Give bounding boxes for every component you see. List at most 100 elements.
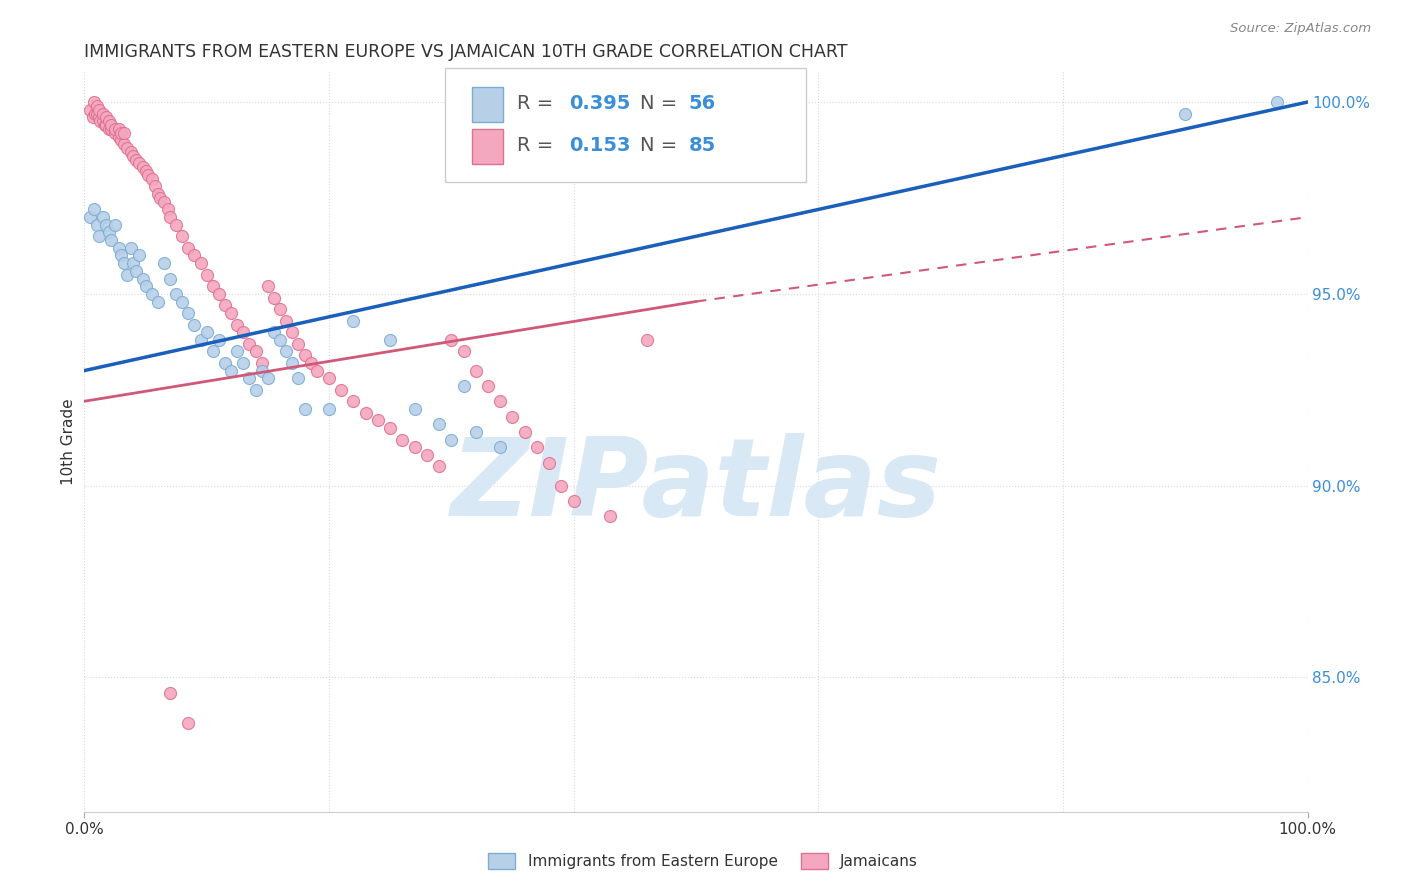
Point: [146, 294, 169, 309]
Point: [128, 156, 150, 170]
Point: [82, 111, 104, 125]
Point: [305, 363, 328, 377]
Y-axis label: 10th Grade: 10th Grade: [60, 398, 76, 485]
Point: [107, 122, 129, 136]
Text: 0.395: 0.395: [569, 94, 630, 112]
Point: [299, 356, 322, 370]
Point: [159, 210, 181, 224]
Point: [96, 218, 118, 232]
Point: [91, 106, 114, 120]
Point: [464, 363, 486, 377]
Point: [354, 406, 377, 420]
Point: [107, 241, 129, 255]
Point: [214, 298, 236, 312]
Point: [219, 306, 242, 320]
Point: [404, 440, 426, 454]
Text: IMMIGRANTS FROM EASTERN EUROPE VS JAMAICAN 10TH GRADE CORRELATION CHART: IMMIGRANTS FROM EASTERN EUROPE VS JAMAIC…: [84, 44, 848, 62]
Point: [100, 118, 122, 132]
Point: [330, 383, 353, 397]
Point: [165, 286, 187, 301]
Point: [104, 218, 127, 232]
Point: [391, 433, 413, 447]
Point: [120, 145, 142, 159]
Point: [84, 106, 107, 120]
Point: [269, 333, 291, 347]
Point: [132, 161, 155, 175]
Point: [294, 348, 316, 362]
Point: [110, 126, 132, 140]
Point: [96, 118, 118, 132]
Point: [287, 371, 309, 385]
Point: [94, 118, 117, 132]
Text: ZIPatlas: ZIPatlas: [450, 433, 942, 539]
Point: [342, 314, 364, 328]
Point: [263, 291, 285, 305]
Point: [97, 226, 120, 240]
Point: [1174, 106, 1197, 120]
FancyBboxPatch shape: [472, 87, 503, 121]
Point: [87, 229, 110, 244]
Point: [562, 494, 585, 508]
Point: [201, 279, 224, 293]
Point: [342, 394, 364, 409]
Point: [232, 356, 254, 370]
Point: [276, 314, 298, 328]
Point: [453, 379, 475, 393]
FancyBboxPatch shape: [472, 129, 503, 164]
Point: [550, 478, 572, 492]
Point: [318, 371, 340, 385]
Point: [96, 111, 118, 125]
Point: [112, 126, 135, 140]
Point: [112, 256, 135, 270]
Point: [538, 456, 561, 470]
Point: [83, 95, 105, 109]
Point: [502, 409, 524, 424]
Point: [112, 137, 135, 152]
Point: [276, 344, 298, 359]
Point: [440, 333, 463, 347]
Point: [294, 401, 316, 416]
Point: [427, 417, 450, 432]
Point: [263, 325, 285, 339]
Text: R =: R =: [517, 94, 560, 112]
Point: [97, 114, 120, 128]
Point: [599, 509, 621, 524]
Point: [100, 122, 122, 136]
Point: [107, 129, 129, 144]
Point: [257, 279, 280, 293]
Point: [636, 333, 658, 347]
Point: [165, 218, 187, 232]
Point: [122, 149, 145, 163]
Text: 0.153: 0.153: [569, 136, 630, 155]
Point: [79, 210, 101, 224]
Text: 85: 85: [689, 136, 716, 155]
Text: N =: N =: [640, 94, 683, 112]
Point: [89, 114, 111, 128]
Point: [156, 202, 179, 217]
Point: [143, 179, 166, 194]
Point: [115, 268, 138, 282]
Point: [526, 440, 548, 454]
Point: [115, 141, 138, 155]
Point: [427, 459, 450, 474]
Point: [226, 344, 249, 359]
Point: [159, 271, 181, 285]
Point: [177, 241, 200, 255]
Point: [153, 256, 176, 270]
Point: [135, 279, 157, 293]
Point: [489, 440, 512, 454]
Point: [318, 401, 340, 416]
Point: [513, 425, 536, 439]
Point: [141, 171, 163, 186]
Point: [153, 194, 176, 209]
Legend: Immigrants from Eastern Europe, Jamaicans: Immigrants from Eastern Europe, Jamaican…: [482, 847, 924, 875]
Point: [87, 111, 110, 125]
Point: [257, 371, 280, 385]
Point: [135, 164, 157, 178]
Point: [87, 103, 110, 117]
Point: [159, 686, 181, 700]
Point: [136, 168, 159, 182]
Point: [100, 233, 122, 247]
Point: [91, 210, 114, 224]
Point: [141, 286, 163, 301]
